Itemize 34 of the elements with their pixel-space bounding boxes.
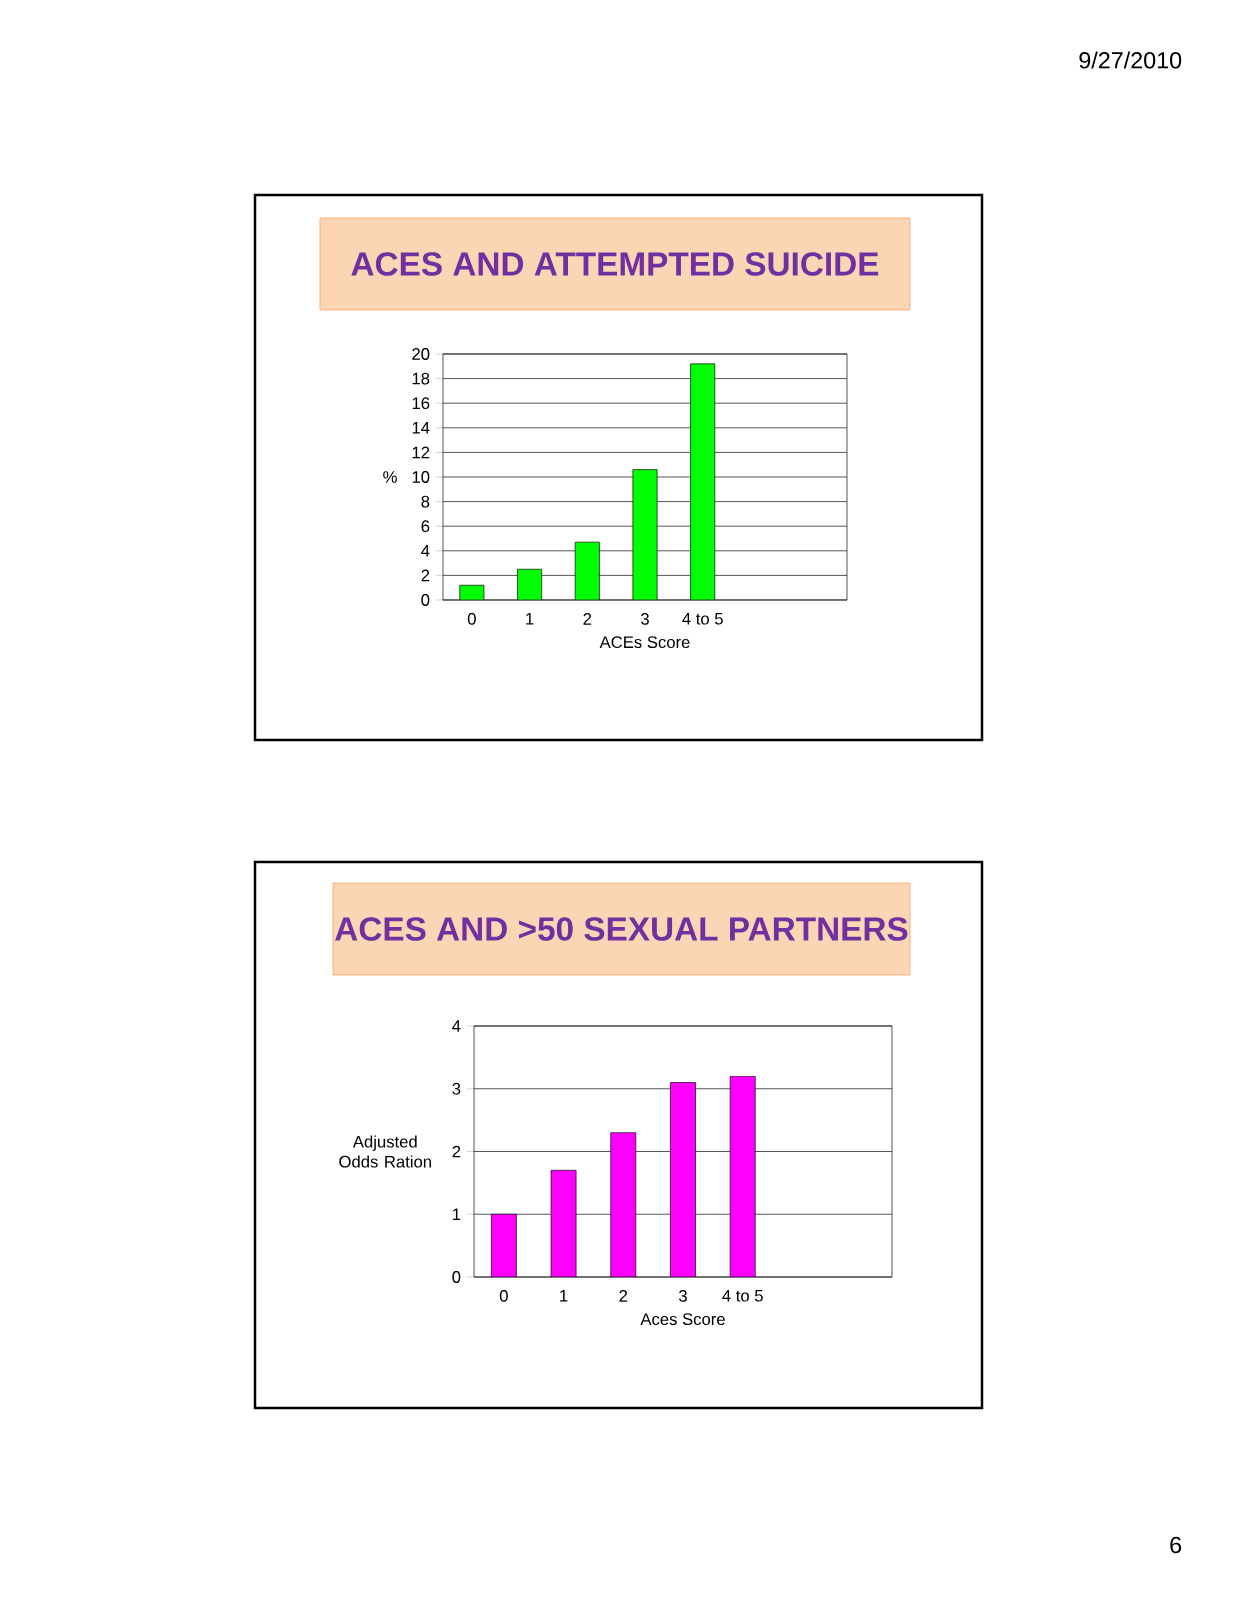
y-axis-title: % [383,471,397,483]
y-tick-label: 2 [452,1145,461,1158]
y-tick-label: 0 [452,1271,461,1283]
x-tick-label: 2 [619,1290,628,1302]
y-axis-title: Adjusted Odds Ration [339,1135,431,1168]
y-tick-label: 16 [412,397,430,410]
y-tick-label: 4 [421,545,430,557]
x-tick-label: 4 to 5 [682,612,723,625]
y-tick-label: 6 [421,520,430,533]
y-tick-label: 20 [412,348,430,360]
text: 9/27/2010 [1079,51,1182,69]
y-tick-label: 3 [452,1082,461,1095]
x-tick-label: 0 [499,1290,508,1302]
y-tick-label: 1 [453,1208,461,1220]
x-tick-label: 4 to 5 [722,1289,763,1302]
x-tick-label: 1 [526,612,534,625]
x-axis-title: Aces Score [640,1313,725,1326]
chart-title: ACES AND >50 SEXUAL PARTNERS [335,917,908,941]
x-tick-label: 0 [467,613,476,625]
x-axis-title: ACEs Score [599,636,690,649]
x-tick-label: 3 [678,1290,687,1302]
text: 6 [1170,1536,1182,1554]
y-tick-label: 18 [412,372,430,385]
x-tick-label: 3 [640,613,649,625]
y-tick-label: 4 [452,1020,461,1032]
y-tick-label: 10 [412,471,430,483]
y-tick-label: 0 [421,594,430,606]
x-tick-label: 2 [583,613,592,625]
chart-title: ACES AND ATTEMPTED SUICIDE [351,252,879,276]
y-tick-label: 8 [421,495,430,508]
y-tick-label: 2 [421,569,430,582]
y-tick-label: 12 [412,446,430,459]
y-tick-label: 14 [412,422,430,434]
x-tick-label: 1 [560,1289,568,1302]
